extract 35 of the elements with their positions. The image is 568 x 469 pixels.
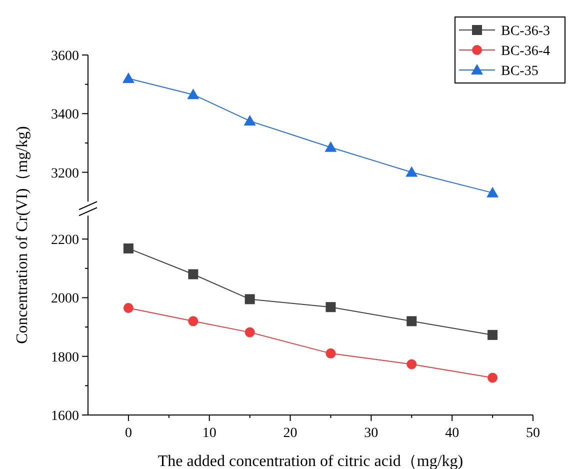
y-tick-label: 3200: [51, 166, 79, 182]
legend-label: BC-35: [501, 64, 538, 79]
point: [244, 114, 256, 126]
point: [326, 302, 336, 312]
legend-label: BC-36-4: [501, 44, 550, 59]
x-tick-label: 40: [445, 426, 460, 441]
point: [486, 186, 499, 198]
point: [123, 302, 134, 313]
point: [244, 327, 255, 338]
x-tick-label: 0: [124, 426, 132, 441]
x-tick-label: 50: [526, 426, 540, 441]
point: [488, 330, 498, 340]
point: [406, 359, 417, 370]
y-tick-label: 1600: [51, 409, 79, 424]
x-tick-label: 30: [364, 426, 378, 441]
y-axis-title: Concentration of Cr(VI)（mg/kg): [14, 126, 31, 344]
point: [324, 141, 337, 152]
y-tick-label: 3400: [51, 108, 79, 123]
legend-label: BC-36-3: [501, 24, 550, 39]
x-tick-label: 10: [202, 426, 216, 441]
point: [488, 372, 498, 383]
y-tick-label: 3600: [51, 49, 79, 64]
point: [188, 316, 198, 326]
point: [187, 88, 200, 100]
point: [188, 269, 198, 280]
point: [406, 316, 417, 326]
x-tick-label: 20: [283, 426, 298, 441]
point: [406, 166, 418, 177]
y-tick-label: 2200: [51, 233, 79, 248]
point: [244, 294, 255, 304]
y-tick-label: 1800: [51, 350, 79, 366]
y-tick-label: 2000: [51, 292, 79, 307]
point: [326, 348, 336, 358]
point: [123, 243, 134, 254]
point: [122, 72, 134, 83]
